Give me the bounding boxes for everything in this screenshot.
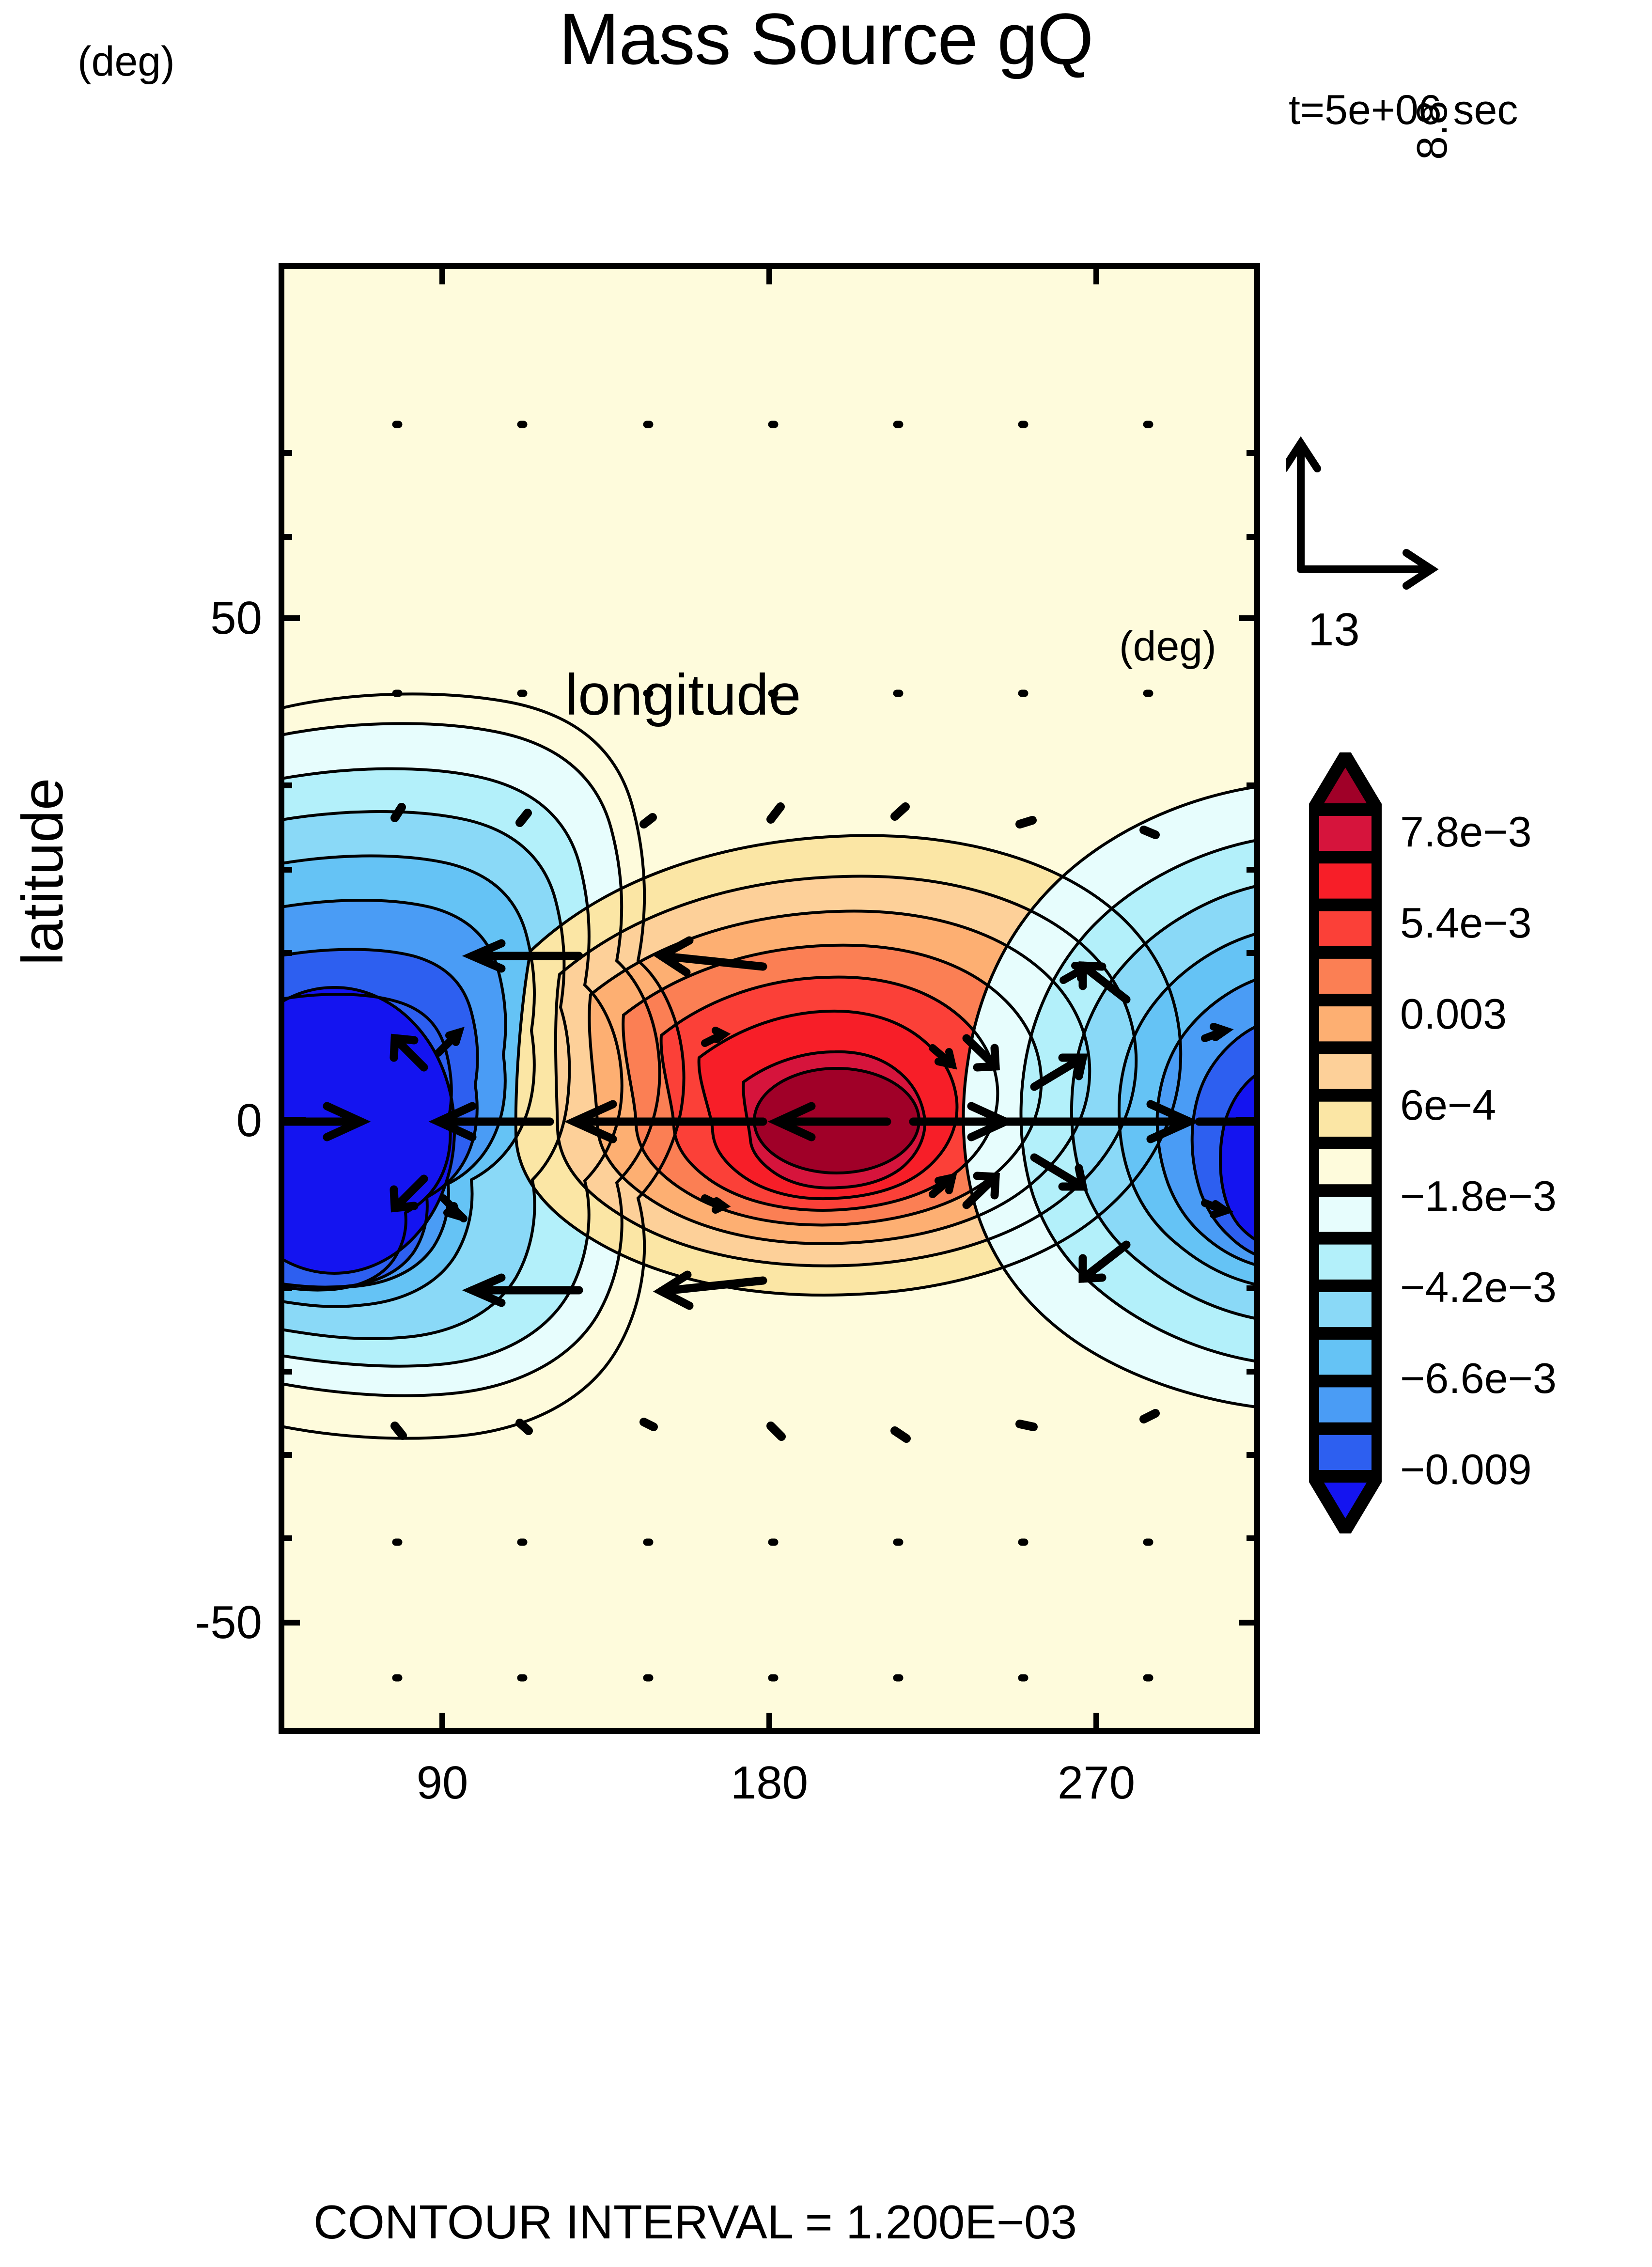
x-axis-unit: (deg): [1119, 623, 1216, 670]
colorbar-label-3: 6e−4: [1400, 1081, 1496, 1129]
colorbar-label-6: −6.6e−3: [1400, 1354, 1557, 1402]
contour-plot-svg: [279, 263, 1260, 1734]
y-tick-label-0: 0: [236, 1094, 262, 1146]
y-tick-label-neg50: -50: [195, 1596, 262, 1648]
colorbar-label-7: −0.009: [1400, 1445, 1532, 1493]
x-tick-label-180: 180: [730, 1757, 809, 1809]
x-tick-label-270: 270: [1057, 1757, 1136, 1809]
axis-ticks: [279, 263, 1260, 1734]
timestamp-label: t=5e+06 sec: [1289, 87, 1518, 133]
filled-contour-layer: [279, 263, 1260, 1734]
colorbar-label-2: 0.003: [1400, 990, 1507, 1038]
y-tick-label-50: 50: [210, 592, 262, 644]
vector-key-u-label: 13: [1308, 604, 1360, 656]
colorbar-label-4: −1.8e−3: [1400, 1172, 1557, 1220]
y-axis-title: latitude: [10, 778, 75, 966]
page-title: Mass Source gQ: [559, 0, 1093, 79]
colorbar-label-0: 7.8e−3: [1400, 808, 1532, 856]
y-axis-unit: (deg): [78, 38, 175, 85]
x-tick-label-90: 90: [416, 1757, 468, 1809]
colorbar: [1309, 752, 1382, 1533]
x-axis-title: longitude: [565, 662, 801, 727]
contour-interval-note: CONTOUR INTERVAL = 1.200E−03: [313, 2195, 1077, 2249]
wind-vector-layer: [279, 421, 1260, 1682]
vector-key: [1286, 436, 1439, 590]
colorbar-label-1: 5.4e−3: [1400, 899, 1532, 947]
contour-plot: 50 0 -50 90 180 270: [195, 263, 1260, 1809]
colorbar-label-5: −4.2e−3: [1400, 1263, 1557, 1311]
vector-key-v-label: 8.8: [1408, 100, 1456, 160]
